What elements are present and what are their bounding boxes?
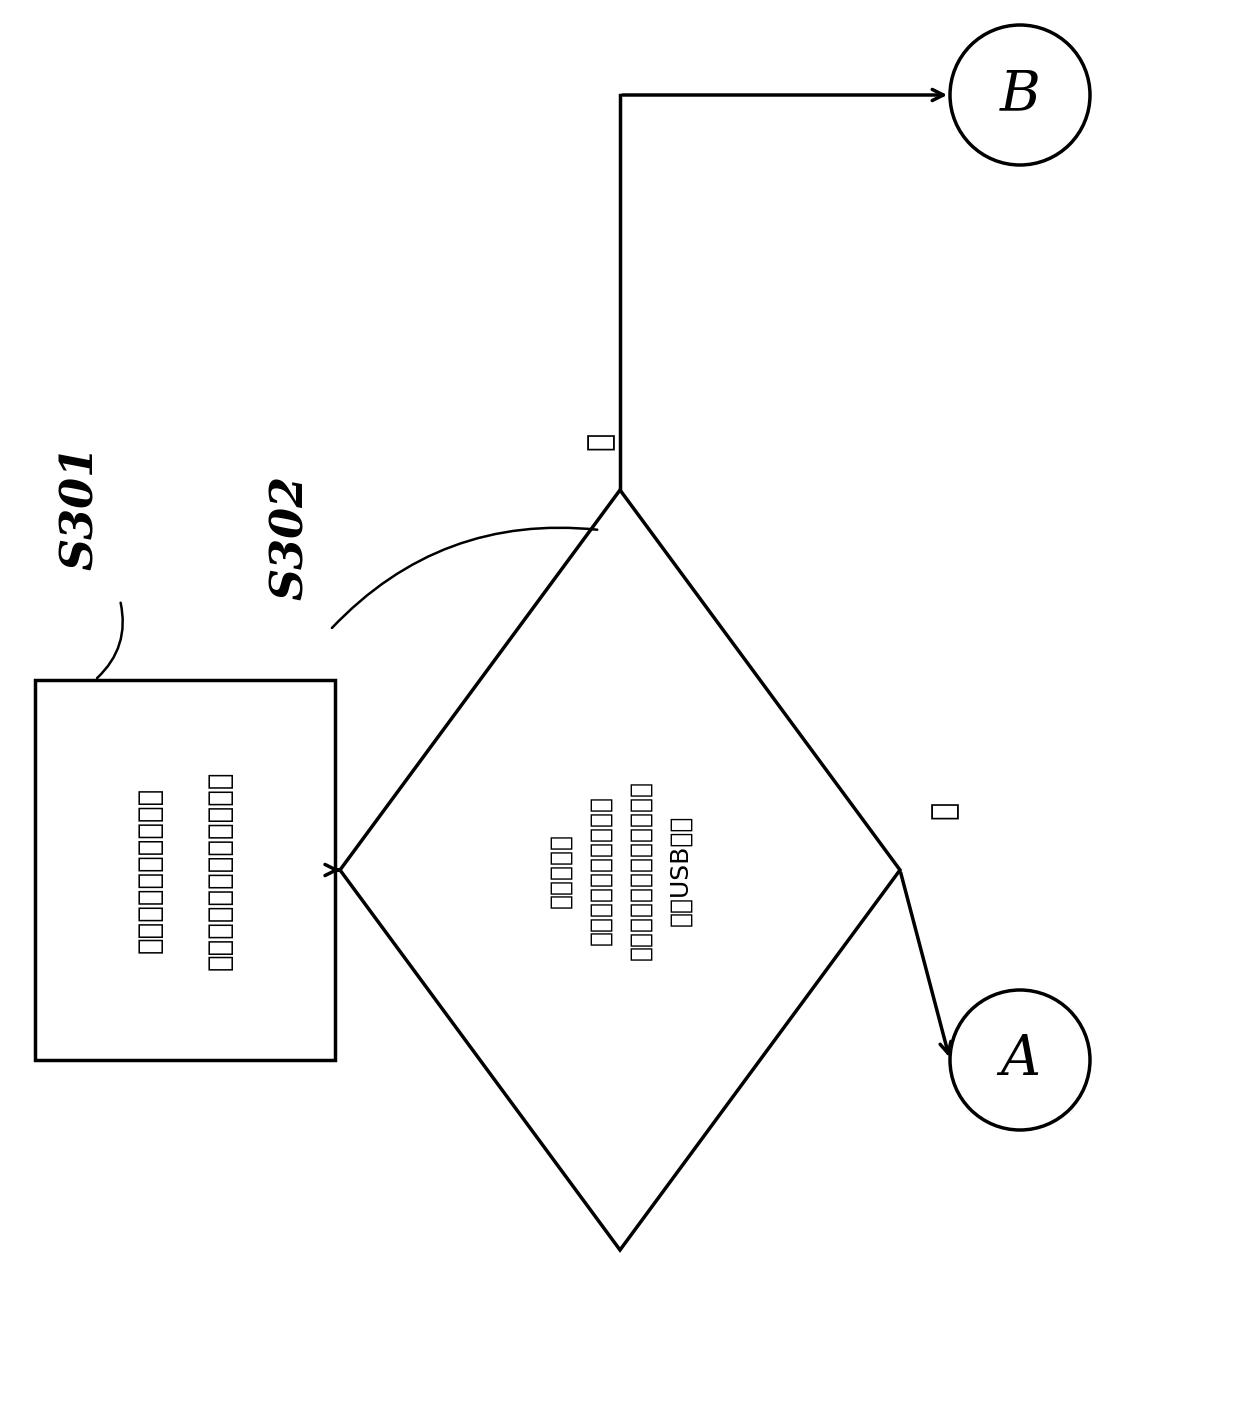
Text: A: A (999, 1033, 1040, 1088)
Text: 外部设备？: 外部设备？ (548, 833, 572, 907)
Text: B: B (999, 68, 1040, 123)
Text: 多个USB连接: 多个USB连接 (668, 814, 692, 926)
Text: 是: 是 (585, 431, 615, 449)
Text: 取得最大需求电压值、: 取得最大需求电压值、 (136, 786, 164, 952)
Text: 可编程电源供应功能的: 可编程电源供应功能的 (588, 795, 613, 945)
Text: 最小需求电压值以及总功率: 最小需求电压值以及总功率 (206, 771, 234, 969)
Text: 否: 否 (930, 800, 959, 819)
Text: 端口的任一个被连接至具有: 端口的任一个被连接至具有 (627, 781, 652, 960)
Text: S301: S301 (58, 445, 102, 571)
Text: S302: S302 (269, 475, 311, 600)
Bar (35, 681, 335, 1060)
